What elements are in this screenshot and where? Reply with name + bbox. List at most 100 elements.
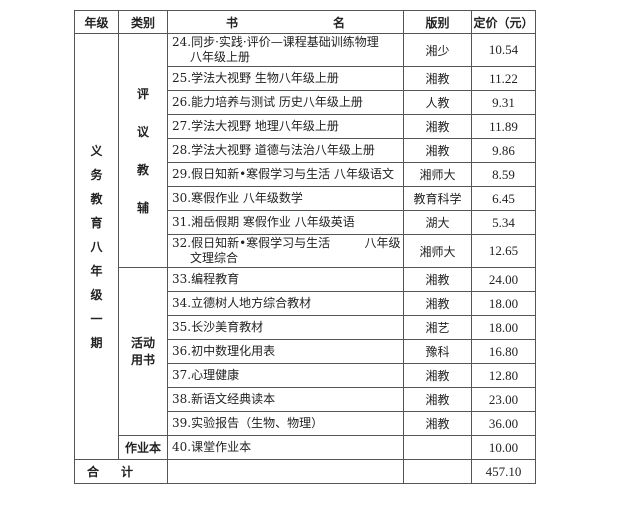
book-name: 28.学法大视野 道德与法治八年级上册 [167, 138, 404, 163]
grade-char: 一 [90, 311, 103, 326]
total-label: 合计 [74, 459, 168, 484]
book-name: 33.编程教育 [167, 267, 404, 292]
total-empty-name [167, 459, 404, 484]
grade-char: 育 [90, 215, 103, 230]
price: 18.00 [471, 291, 536, 316]
total-empty-publisher [403, 459, 472, 484]
table-row: 义务教育八年级一期 评议教辅 24.同步·实践·评价—课程基础训练物理 八年级上册… [74, 33, 536, 460]
publisher: 湘教 [403, 138, 472, 163]
category-char: 议 [136, 124, 149, 139]
category-review: 评议教辅 [118, 33, 168, 268]
publisher: 湘教 [403, 387, 472, 412]
grade-char: 年 [90, 263, 103, 278]
publisher: 湘教 [403, 291, 472, 316]
price: 18.00 [471, 315, 536, 340]
publisher: 湘教 [403, 66, 472, 91]
book-name: 34.立德树人地方综合教材 [167, 291, 404, 316]
price: 24.00 [471, 267, 536, 292]
publisher: 湘少 [403, 33, 472, 67]
table-row: 作业本 40.课堂作业本 10.00 [75, 435, 536, 460]
header-category: 类别 [118, 10, 168, 34]
category-line: 用书 [130, 352, 155, 367]
grade-char: 教 [90, 191, 103, 206]
book-name: 37.心理健康 [167, 363, 404, 388]
price: 10.54 [471, 33, 536, 67]
book-name: 24.同步·实践·评价—课程基础训练物理 八年级上册 [167, 33, 404, 67]
category-activity: 活动 用书 [118, 267, 168, 436]
publisher: 湘教 [403, 267, 472, 292]
table-row: 37.心理健康 湘教 12.80 [75, 363, 536, 388]
category-char: 评 [136, 86, 149, 101]
price: 10.00 [471, 435, 536, 460]
book-name: 32.假日知新•寒假学习与生活 八年级 文理综合 [167, 234, 404, 268]
grade-char: 义 [90, 143, 103, 158]
book-name-line1: 32.假日知新•寒假学习与生活 八年级 [172, 236, 401, 250]
publisher: 教育科学 [403, 186, 472, 211]
publisher: 湘艺 [403, 315, 472, 340]
book-name: 40.课堂作业本 [167, 435, 404, 460]
table-row: 28.学法大视野 道德与法治八年级上册 湘教 9.86 [75, 138, 536, 163]
grade-char: 八 [90, 239, 103, 254]
publisher: 豫科 [403, 339, 472, 364]
table-row: 25.学法大视野 生物八年级上册 湘教 11.22 [75, 66, 536, 91]
category-homework: 作业本 [118, 435, 168, 460]
book-name: 31.湘岳假期 寒假作业 八年级英语 [167, 210, 404, 235]
book-price-table: 年级 类别 书名 版别 定价（元） 义务教育八年级一期 评议教辅 24.同步·实… [74, 10, 536, 484]
price: 6.45 [471, 186, 536, 211]
book-name-line2: 文理综合 [190, 251, 239, 265]
publisher: 人教 [403, 90, 472, 115]
publisher: 湖大 [403, 210, 472, 235]
header-row: 年级 类别 书名 版别 定价（元） [74, 10, 536, 34]
header-grade: 年级 [74, 10, 119, 34]
table-row: 30.寒假作业 八年级数学 教育科学 6.45 [75, 186, 536, 211]
category-char: 辅 [136, 200, 149, 215]
price: 11.22 [471, 66, 536, 91]
category-line: 活动 [130, 335, 155, 350]
book-name: 39.实验报告（生物、物理） [167, 411, 404, 436]
book-name: 36.初中数理化用表 [167, 339, 404, 364]
price: 16.80 [471, 339, 536, 364]
book-name: 29.假日知新•寒假学习与生活 八年级语文 [167, 162, 404, 187]
publisher: 湘教 [403, 114, 472, 139]
price: 36.00 [471, 411, 536, 436]
price: 12.80 [471, 363, 536, 388]
price: 23.00 [471, 387, 536, 412]
header-title: 书名 [167, 10, 404, 34]
publisher [403, 435, 472, 460]
table-row: 29.假日知新•寒假学习与生活 八年级语文 湘师大 8.59 [75, 162, 536, 187]
total-row: 合计 457.10 [74, 459, 536, 484]
book-name-line2: 八年级上册 [190, 50, 251, 64]
grade-char: 期 [90, 335, 103, 350]
table-row: 活动 用书 33.编程教育 湘教 24.00 [75, 267, 536, 436]
table-row: 38.新语文经典读本 湘教 23.00 [75, 387, 536, 412]
price: 12.65 [471, 234, 536, 268]
table-row: 27.学法大视野 地理八年级上册 湘教 11.89 [75, 114, 536, 139]
grade-cell: 义务教育八年级一期 [74, 33, 119, 460]
price: 9.86 [471, 138, 536, 163]
header-title-b: 名 [333, 15, 346, 30]
table-row: 26.能力培养与测试 历史八年级上册 人教 9.31 [75, 90, 536, 115]
table-row: 35.长沙美育教材 湘艺 18.00 [75, 315, 536, 340]
table-row: 31.湘岳假期 寒假作业 八年级英语 湖大 5.34 [75, 210, 536, 235]
price: 8.59 [471, 162, 536, 187]
category-char: 教 [136, 162, 149, 177]
grade-char: 级 [90, 287, 103, 302]
book-name: 38.新语文经典读本 [167, 387, 404, 412]
grade-char: 务 [90, 167, 103, 182]
publisher: 湘师大 [403, 234, 472, 268]
header-publisher: 版别 [403, 10, 472, 34]
price: 5.34 [471, 210, 536, 235]
total-price: 457.10 [471, 459, 536, 484]
price: 9.31 [471, 90, 536, 115]
header-price: 定价（元） [471, 10, 536, 34]
book-name: 27.学法大视野 地理八年级上册 [167, 114, 404, 139]
publisher: 湘教 [403, 411, 472, 436]
table-row: 34.立德树人地方综合教材 湘教 18.00 [75, 291, 536, 316]
book-name-line1: 24.同步·实践·评价—课程基础训练物理 [172, 35, 379, 49]
publisher: 湘师大 [403, 162, 472, 187]
publisher: 湘教 [403, 363, 472, 388]
book-name: 26.能力培养与测试 历史八年级上册 [167, 90, 404, 115]
book-name: 35.长沙美育教材 [167, 315, 404, 340]
book-name: 25.学法大视野 生物八年级上册 [167, 66, 404, 91]
price: 11.89 [471, 114, 536, 139]
